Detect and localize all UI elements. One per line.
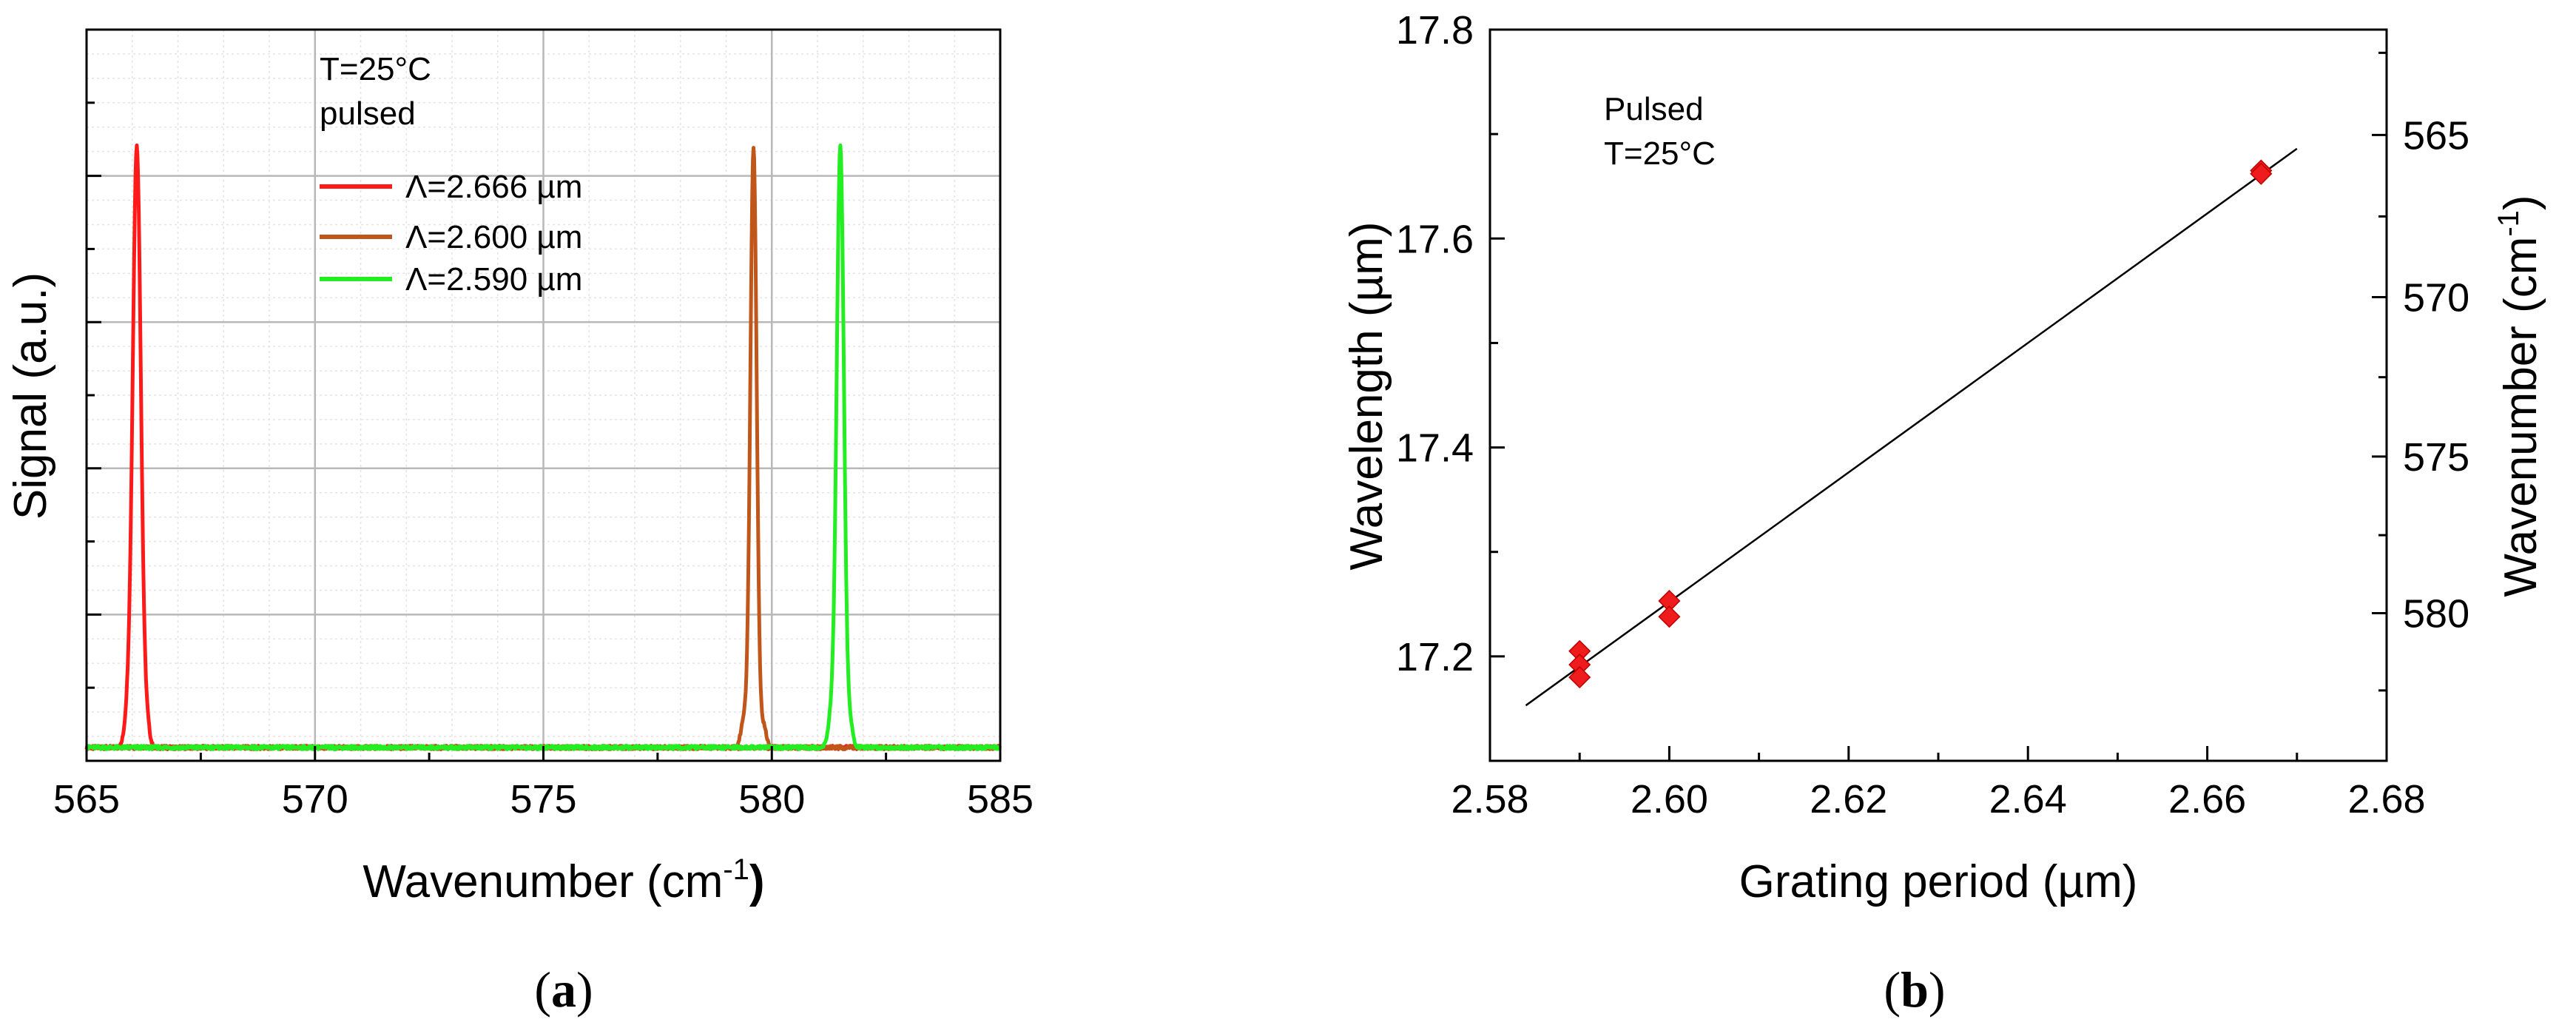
panel-b-x-tick-label: 2.58 — [1451, 777, 1528, 822]
legend-label-2600: Λ=2.600 µm — [405, 219, 582, 255]
panel-a-x-tick-label: 575 — [510, 777, 576, 822]
panel-b-y2-axis-title-end: ) — [2495, 195, 2546, 210]
panel-b-y2-tick-label: 570 — [2403, 276, 2469, 320]
panel-b-y-tick-label: 17.8 — [1396, 8, 1474, 53]
panel-a-x-tick-label: 570 — [282, 777, 348, 822]
panel-a-annotation-temperature: T=25°C — [320, 51, 431, 87]
panel-b-y-tick-label: 17.4 — [1396, 426, 1474, 471]
panel-b-data-point — [1568, 666, 1591, 689]
panel-b-chart: 2.58 2.60 2.62 2.64 2.66 2.68 17.217.417.617.… — [1341, 8, 2546, 1018]
panel-b-y2-tick-labels: 565 570 575 580 — [2403, 113, 2469, 636]
panel-a-legend: Λ=2.666 µm Λ=2.600 µm Λ=2.590 µm — [320, 169, 582, 298]
panel-b-label-letter: b — [1901, 961, 1929, 1018]
panel-b-label: (b) — [1884, 961, 1945, 1018]
panel-b-y-tick-label: 17.2 — [1396, 635, 1474, 679]
panel-a-x-tick-label: 565 — [53, 777, 120, 822]
panel-b-x-tick-label: 2.66 — [2168, 777, 2246, 822]
legend-label-2590: Λ=2.590 µm — [405, 261, 582, 298]
panel-b-y2-axis-title-main: Wavenumber (cm — [2495, 237, 2546, 597]
panel-a-x-axis-title-sup: -1 — [723, 853, 749, 886]
panel-a-x-axis-title: Wavenumber (cm-1) — [363, 853, 764, 907]
panel-b-y2-tick-label: 565 — [2403, 113, 2469, 158]
panel-b-x-tick-label: 2.62 — [1810, 777, 1887, 822]
panel-b-y-tick-labels: 17.2 17.4 17.6 17.8 — [1396, 8, 1474, 679]
panel-b-data-point — [2250, 162, 2273, 185]
panel-a-x-axis-title-end: ) — [749, 856, 765, 907]
panel-b-x-tick-label: 2.64 — [1989, 777, 2067, 822]
panel-b-x-axis-title: Grating period (µm) — [1739, 856, 2138, 907]
panel-a-x-axis-title-main: Wavenumber (cm — [363, 856, 723, 907]
panel-a-y-axis-title: Signal (a.u.) — [5, 272, 56, 520]
panel-b-y-tick-label: 17.6 — [1396, 217, 1474, 261]
panel-b-x-tick-label: 2.60 — [1631, 777, 1708, 822]
panel-b-annotation-mode: Pulsed — [1604, 91, 1704, 127]
panel-b-y2-tick-label: 580 — [2403, 591, 2469, 636]
panel-b-annotation-temperature: T=25°C — [1604, 135, 1716, 172]
panel-b-ticks — [1488, 28, 2388, 761]
panel-b-y2-tick-label: 575 — [2403, 435, 2469, 480]
panel-b-y2-axis-title-sup: -1 — [2492, 210, 2525, 237]
panel-b-y-axis-title: Wavelength (µm) — [1341, 222, 1392, 571]
panel-a-x-tick-label: 580 — [738, 777, 805, 822]
panel-a-label: (a) — [534, 961, 593, 1018]
panel-b-y2-axis-title: Wavenumber (cm-1) — [2492, 195, 2546, 597]
panel-b-points — [1568, 159, 2273, 689]
panel-a-label-letter: a — [551, 961, 576, 1018]
panel-a-annotation-mode: pulsed — [320, 95, 416, 132]
panel-b-fit-line-path — [1525, 147, 2298, 707]
panel-b-x-tick-label: 2.68 — [2347, 777, 2425, 822]
panel-a-ticks — [85, 101, 1002, 761]
legend-label-2666: Λ=2.666 µm — [405, 169, 582, 205]
panel-b-x-tick-labels: 2.58 2.60 2.62 2.64 2.66 2.68 — [1451, 777, 2425, 822]
panel-b-data-point — [1658, 605, 1681, 628]
panel-b-fit-line — [1525, 147, 2298, 707]
panel-a-chart: 565 570 575 580 585 T=25°C pulsed Λ=2.666 µm… — [5, 28, 1034, 1018]
panel-a-x-tick-label: 585 — [967, 777, 1034, 822]
panel-a-x-tick-labels: 565 570 575 580 585 — [53, 777, 1034, 822]
